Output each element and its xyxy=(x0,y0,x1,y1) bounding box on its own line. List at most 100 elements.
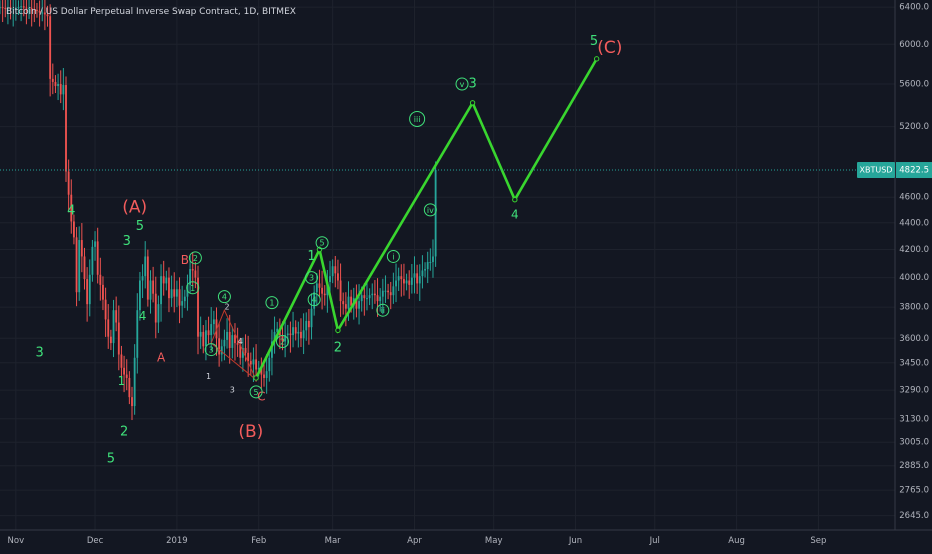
candle-body xyxy=(91,246,94,275)
wave-label: (A) xyxy=(122,197,147,217)
circled-wave-marker xyxy=(217,290,231,304)
candle-body xyxy=(57,83,60,87)
candle-body xyxy=(112,310,115,344)
candle-body xyxy=(152,280,155,294)
price-badge-bg xyxy=(896,162,932,179)
candle-body xyxy=(231,335,234,348)
candle-body xyxy=(395,280,397,287)
candle-body xyxy=(181,301,184,306)
candle-body xyxy=(49,16,52,79)
candle-body xyxy=(318,283,321,288)
candle-body xyxy=(342,301,345,305)
price-tick-label: 2765.0 xyxy=(899,486,929,496)
candle-body xyxy=(397,276,400,281)
circled-wave-marker xyxy=(186,281,200,295)
circled-wave-label: iii xyxy=(414,115,421,124)
price-badges: XBTUSD 4822.5 xyxy=(857,162,932,179)
candle-body xyxy=(310,308,313,328)
candle-body xyxy=(405,280,408,284)
circled-wave-label: 5 xyxy=(320,239,325,248)
candle-body xyxy=(80,240,83,257)
candle-body xyxy=(78,240,81,293)
candle-body xyxy=(392,286,395,296)
circled-wave-marker xyxy=(455,77,469,91)
circled-wave-marker xyxy=(305,271,319,285)
symbol-badge-bg xyxy=(857,162,895,179)
circled-wave-marker xyxy=(249,385,263,399)
candle-body xyxy=(0,7,1,9)
candle-body xyxy=(146,256,149,300)
price-tick-label: 4000.0 xyxy=(899,273,929,283)
candle-body xyxy=(107,319,110,337)
candle-body xyxy=(157,304,160,323)
candle-body xyxy=(28,8,30,10)
candle-body xyxy=(429,262,432,264)
candle-body xyxy=(136,310,139,358)
wave-label: 1 xyxy=(206,372,211,381)
circled-wave-marker xyxy=(265,296,279,310)
candle-body xyxy=(4,8,7,10)
candle-body xyxy=(226,331,228,340)
wave-label: 4 xyxy=(139,309,147,323)
candle-body xyxy=(371,293,374,296)
candle-body xyxy=(25,7,28,9)
candle-body xyxy=(284,335,287,342)
wave-point xyxy=(335,327,341,334)
wave-projection-line xyxy=(254,58,598,379)
candle-body xyxy=(199,331,202,337)
candle-body xyxy=(300,331,302,339)
wave-label: 1 xyxy=(118,374,126,388)
candle-body xyxy=(381,290,384,297)
price-tick-label: 3450.0 xyxy=(899,358,929,368)
price-tick-label: 4200.0 xyxy=(899,245,929,255)
candle-body xyxy=(17,7,20,9)
sub-wave-triangle xyxy=(210,308,257,381)
candle-body xyxy=(305,320,308,331)
candle-body xyxy=(268,357,271,372)
circled-wave-label: ii xyxy=(381,306,385,315)
candle-body xyxy=(220,346,223,355)
candle-body xyxy=(6,7,9,9)
candle-body xyxy=(117,322,120,355)
candle-body xyxy=(205,330,207,347)
candle-body xyxy=(173,289,176,297)
wave-label: B xyxy=(181,253,189,267)
wave-label: A xyxy=(157,350,166,364)
candle-body xyxy=(249,361,252,365)
circled-wave-marker xyxy=(423,203,437,217)
candle-body xyxy=(373,293,376,296)
wave-label: 2 xyxy=(120,424,128,439)
circled-wave-label: i xyxy=(392,252,394,261)
candle-body xyxy=(416,273,419,284)
circled-wave-label: 3 xyxy=(209,346,214,355)
candle-body xyxy=(389,292,392,296)
candle-body xyxy=(115,310,118,323)
circled-wave-label: 2 xyxy=(280,337,285,346)
wave-label: (C) xyxy=(597,38,622,58)
candle-body xyxy=(255,359,258,370)
candle-body xyxy=(387,290,390,293)
circled-wave-label: 3 xyxy=(309,274,314,283)
candle-body xyxy=(162,276,165,284)
candle-body xyxy=(432,256,434,263)
circled-wave-label: v xyxy=(460,80,465,89)
wave-label: C xyxy=(257,390,265,404)
price-tick-label: 5600.0 xyxy=(899,79,929,89)
chart-title: Bitcoin / US Dollar Perpetual Inverse Sw… xyxy=(6,7,296,17)
time-tick-label: Dec xyxy=(87,536,104,546)
candle-body xyxy=(323,293,326,296)
circled-wave-marker xyxy=(275,334,289,348)
candle-body xyxy=(236,343,239,345)
time-tick-label: Jul xyxy=(649,536,660,546)
time-tick-label: Nov xyxy=(8,536,25,546)
candle-body xyxy=(271,341,273,358)
candle-body xyxy=(218,338,221,355)
circled-wave-label: 5 xyxy=(254,388,259,397)
candle-body xyxy=(168,277,170,299)
candle-body xyxy=(376,295,379,302)
candle-body xyxy=(424,269,426,271)
price-tick-label: 6400.0 xyxy=(899,3,929,13)
candle-body xyxy=(410,277,413,285)
candle-body xyxy=(313,292,316,309)
circled-wave-marker xyxy=(204,343,218,357)
